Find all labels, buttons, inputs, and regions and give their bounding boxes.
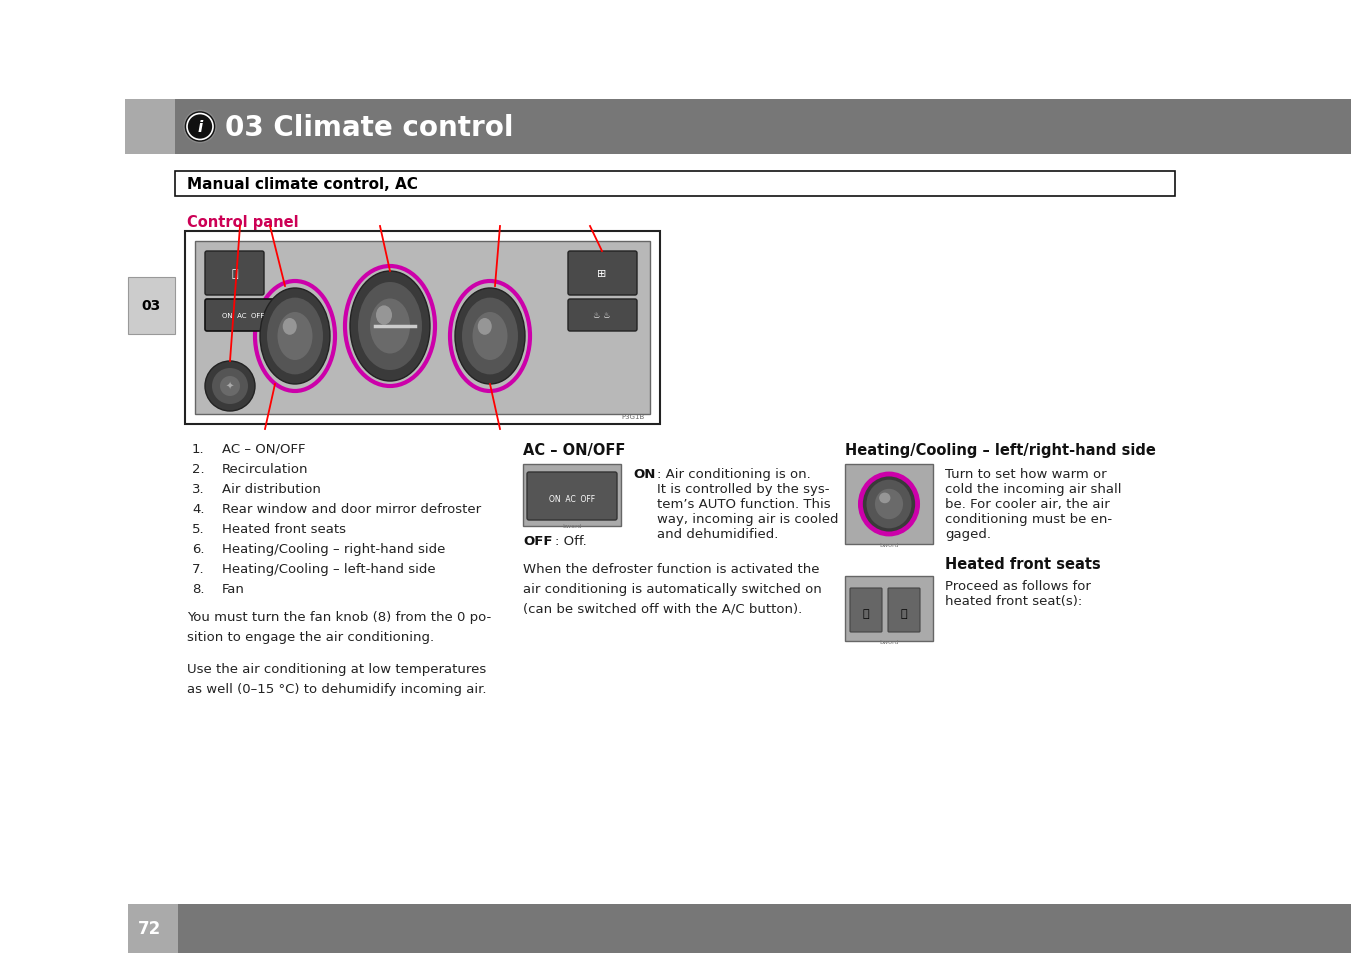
- Text: bword: bword: [562, 523, 582, 529]
- Text: Use the air conditioning at low temperatures: Use the air conditioning at low temperat…: [186, 662, 486, 676]
- Text: air conditioning is automatically switched on: air conditioning is automatically switch…: [523, 582, 821, 596]
- Ellipse shape: [370, 299, 409, 355]
- Circle shape: [220, 376, 240, 396]
- Text: Heated front seats: Heated front seats: [944, 557, 1101, 572]
- Text: P3G1B: P3G1B: [621, 414, 644, 419]
- Text: AC – ON/OFF: AC – ON/OFF: [523, 442, 626, 457]
- Ellipse shape: [350, 272, 430, 381]
- Ellipse shape: [462, 298, 517, 375]
- Bar: [178, 904, 1351, 953]
- Ellipse shape: [875, 489, 902, 519]
- Text: i: i: [197, 120, 203, 135]
- Bar: [195, 242, 650, 415]
- Text: bword: bword: [880, 542, 898, 547]
- Text: ON: ON: [634, 468, 655, 480]
- Text: Control panel: Control panel: [186, 214, 299, 230]
- Ellipse shape: [866, 480, 912, 529]
- Text: 7.: 7.: [192, 562, 204, 576]
- Bar: [185, 232, 661, 424]
- Text: 4.: 4.: [192, 502, 204, 516]
- Bar: [523, 464, 621, 526]
- Ellipse shape: [277, 313, 312, 360]
- Text: 03: 03: [142, 299, 161, 314]
- Text: sition to engage the air conditioning.: sition to engage the air conditioning.: [186, 630, 434, 643]
- Circle shape: [205, 361, 255, 412]
- FancyBboxPatch shape: [567, 299, 638, 332]
- Text: 72: 72: [138, 920, 161, 938]
- FancyBboxPatch shape: [888, 588, 920, 633]
- Text: Recirculation: Recirculation: [222, 462, 308, 476]
- Text: 8.: 8.: [192, 582, 204, 596]
- Circle shape: [184, 112, 216, 143]
- Text: ♨ ♨: ♨ ♨: [593, 312, 611, 320]
- Ellipse shape: [880, 493, 890, 504]
- Text: (can be switched off with the A/C button).: (can be switched off with the A/C button…: [523, 602, 802, 616]
- Text: 1.: 1.: [192, 442, 204, 456]
- Text: as well (0–15 °C) to dehumidify incoming air.: as well (0–15 °C) to dehumidify incoming…: [186, 682, 486, 696]
- Text: Heating/Cooling – left/right-hand side: Heating/Cooling – left/right-hand side: [844, 442, 1156, 457]
- Text: 6.: 6.: [192, 542, 204, 556]
- Text: Air distribution: Air distribution: [222, 482, 322, 496]
- Ellipse shape: [455, 289, 526, 385]
- Text: 🔄: 🔄: [231, 269, 238, 278]
- Bar: [126, 100, 176, 154]
- Text: ✦: ✦: [226, 381, 234, 392]
- Text: bword: bword: [880, 639, 898, 644]
- Text: Fan: Fan: [222, 582, 245, 596]
- Ellipse shape: [358, 283, 422, 371]
- Text: ON  AC  OFF: ON AC OFF: [549, 495, 594, 504]
- Text: 🪑: 🪑: [901, 609, 908, 618]
- Ellipse shape: [473, 313, 508, 360]
- Text: 3.: 3.: [192, 482, 204, 496]
- Bar: [176, 172, 1175, 196]
- FancyBboxPatch shape: [205, 252, 263, 295]
- Text: : Off.: : Off.: [555, 535, 586, 547]
- Text: 5.: 5.: [192, 522, 204, 536]
- Text: When the defroster function is activated the: When the defroster function is activated…: [523, 562, 820, 576]
- Bar: [128, 277, 176, 335]
- Text: 🪑: 🪑: [863, 609, 869, 618]
- Text: OFF: OFF: [523, 535, 553, 547]
- Ellipse shape: [861, 474, 917, 535]
- Circle shape: [212, 369, 249, 405]
- Bar: [844, 464, 934, 544]
- Bar: [844, 577, 934, 641]
- FancyBboxPatch shape: [850, 588, 882, 633]
- Text: Heated front seats: Heated front seats: [222, 522, 346, 536]
- Ellipse shape: [267, 298, 323, 375]
- Ellipse shape: [376, 306, 392, 325]
- Text: Heating/Cooling – right-hand side: Heating/Cooling – right-hand side: [222, 542, 446, 556]
- Text: Manual climate control, AC: Manual climate control, AC: [186, 177, 417, 192]
- Text: : Air conditioning is on.
It is controlled by the sys-
tem’s AUTO function. This: : Air conditioning is on. It is controll…: [657, 468, 839, 540]
- FancyBboxPatch shape: [527, 473, 617, 520]
- Ellipse shape: [259, 289, 330, 385]
- Text: Turn to set how warm or
cold the incoming air shall
be. For cooler air, the air
: Turn to set how warm or cold the incomin…: [944, 468, 1121, 540]
- Text: 2.: 2.: [192, 462, 204, 476]
- FancyBboxPatch shape: [567, 252, 638, 295]
- Text: 03 Climate control: 03 Climate control: [226, 113, 513, 141]
- Bar: [176, 100, 1351, 154]
- Text: Proceed as follows for
heated front seat(s):: Proceed as follows for heated front seat…: [944, 579, 1090, 607]
- Ellipse shape: [478, 318, 492, 335]
- Text: ON  AC  OFF: ON AC OFF: [222, 313, 265, 318]
- Bar: [128, 904, 178, 953]
- Text: You must turn the fan knob (8) from the 0 po-: You must turn the fan knob (8) from the …: [186, 610, 492, 623]
- FancyBboxPatch shape: [205, 299, 281, 332]
- Text: ⊞: ⊞: [597, 269, 607, 278]
- Ellipse shape: [282, 318, 297, 335]
- Text: Heating/Cooling – left-hand side: Heating/Cooling – left-hand side: [222, 562, 435, 576]
- Text: Rear window and door mirror defroster: Rear window and door mirror defroster: [222, 502, 481, 516]
- Text: AC – ON/OFF: AC – ON/OFF: [222, 442, 305, 456]
